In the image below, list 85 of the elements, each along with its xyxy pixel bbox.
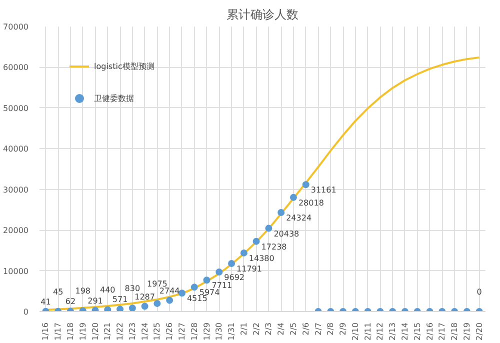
x-tick-label: 1/23 [128,322,137,340]
x-tick-label: 2/2 [252,322,261,336]
x-tick-label: 2/5 [288,322,298,336]
x-tick-label: 1/27 [177,322,186,340]
point [290,194,297,201]
data-label: 11791 [236,264,262,274]
legend-label: logistic模型预测 [94,60,154,72]
y-tick-label: 60000 [3,63,29,72]
point [104,306,112,312]
x-tick-label: 2/4 [276,322,286,336]
point [116,306,124,312]
x-tick-label: 1/19 [78,322,88,340]
data-label: 291 [88,296,103,306]
x-tick-label: 2/3 [264,322,274,336]
y-tick-label: 10000 [3,266,29,276]
x-tick-label: 2/16 [425,322,434,340]
chart-title: 累计确诊人数 [226,8,298,22]
point [190,284,198,291]
x-tick-label: 1/29 [202,322,212,340]
x-tick-label: 2/18 [450,322,460,340]
y-tick-label: 0 [23,308,29,316]
data-label: 0 [476,288,482,296]
point [252,238,260,245]
data-label: 45 [52,287,64,296]
data-label: 41 [40,297,51,306]
data-label: 571 [112,295,128,304]
x-tick-label: 1/28 [190,322,199,340]
data-label: 31161 [310,186,336,195]
point [228,260,236,267]
x-tick-label: 2/9 [338,322,348,336]
point [166,296,174,304]
y-tick-label: 70000 [3,22,29,32]
x-tick-label: 2/10 [350,322,360,340]
x-tick-label: 1/21 [103,322,112,340]
x-tick-label: 1/18 [66,322,75,340]
x-tick-label: 2/11 [363,322,372,340]
y-tick-label: 20000 [3,226,29,236]
x-tick-label: 2/7 [314,322,323,336]
y-tick-label: 50000 [3,104,29,113]
point [141,302,148,310]
data-label: 24324 [286,213,312,222]
x-tick-label: 1/24 [140,322,150,340]
point [240,249,248,256]
data-label: 17238 [261,242,287,252]
x-tick-label: 2/8 [326,322,336,336]
data-label: 14380 [248,254,274,263]
data-label: 2744 [159,286,180,296]
x-tick-label: 2/15 [412,322,422,340]
x-tick-label: 2/20 [474,322,484,340]
x-tick-label: 1/30 [214,322,224,340]
data-label: 198 [75,286,91,296]
data-label: 1287 [134,292,155,302]
point [128,304,136,312]
point [265,224,272,232]
data-label: 7711 [212,281,232,290]
x-tick-label: 2/6 [301,322,310,336]
x-tick-label: 1/20 [90,322,100,340]
data-label: 28018 [298,198,324,208]
y-tick-label: 30000 [3,185,29,194]
x-tick-label: 1/31 [227,322,236,340]
data-label: 9692 [224,273,244,282]
data-label: 830 [124,284,140,294]
x-tick-label: 2/12 [376,322,385,340]
x-tick-label: 1/25 [152,322,162,340]
x-tick-label: 2/1 [239,322,248,336]
data-label: 440 [100,286,116,295]
point [302,181,310,188]
y-tick-label: 40000 [3,144,29,154]
legend-label: 卫健委数据 [94,92,134,104]
x-tick-label: 1/16 [41,322,50,340]
point [154,300,161,307]
point [216,268,223,276]
x-tick-label: 1/17 [54,322,63,340]
data-label: 20438 [274,229,300,238]
point [278,208,285,216]
data-label: 62 [65,297,76,306]
x-tick-label: 1/22 [116,322,125,340]
x-tick-label: 2/14 [400,322,410,340]
x-tick-label: 2/13 [388,322,398,340]
x-tick-label: 2/17 [438,322,447,340]
point [203,276,210,284]
data-label: 4515 [186,294,208,304]
data-label: 1975 [147,279,168,288]
x-tick-label: 2/19 [462,322,472,340]
x-tick-label: 1/26 [165,322,174,340]
